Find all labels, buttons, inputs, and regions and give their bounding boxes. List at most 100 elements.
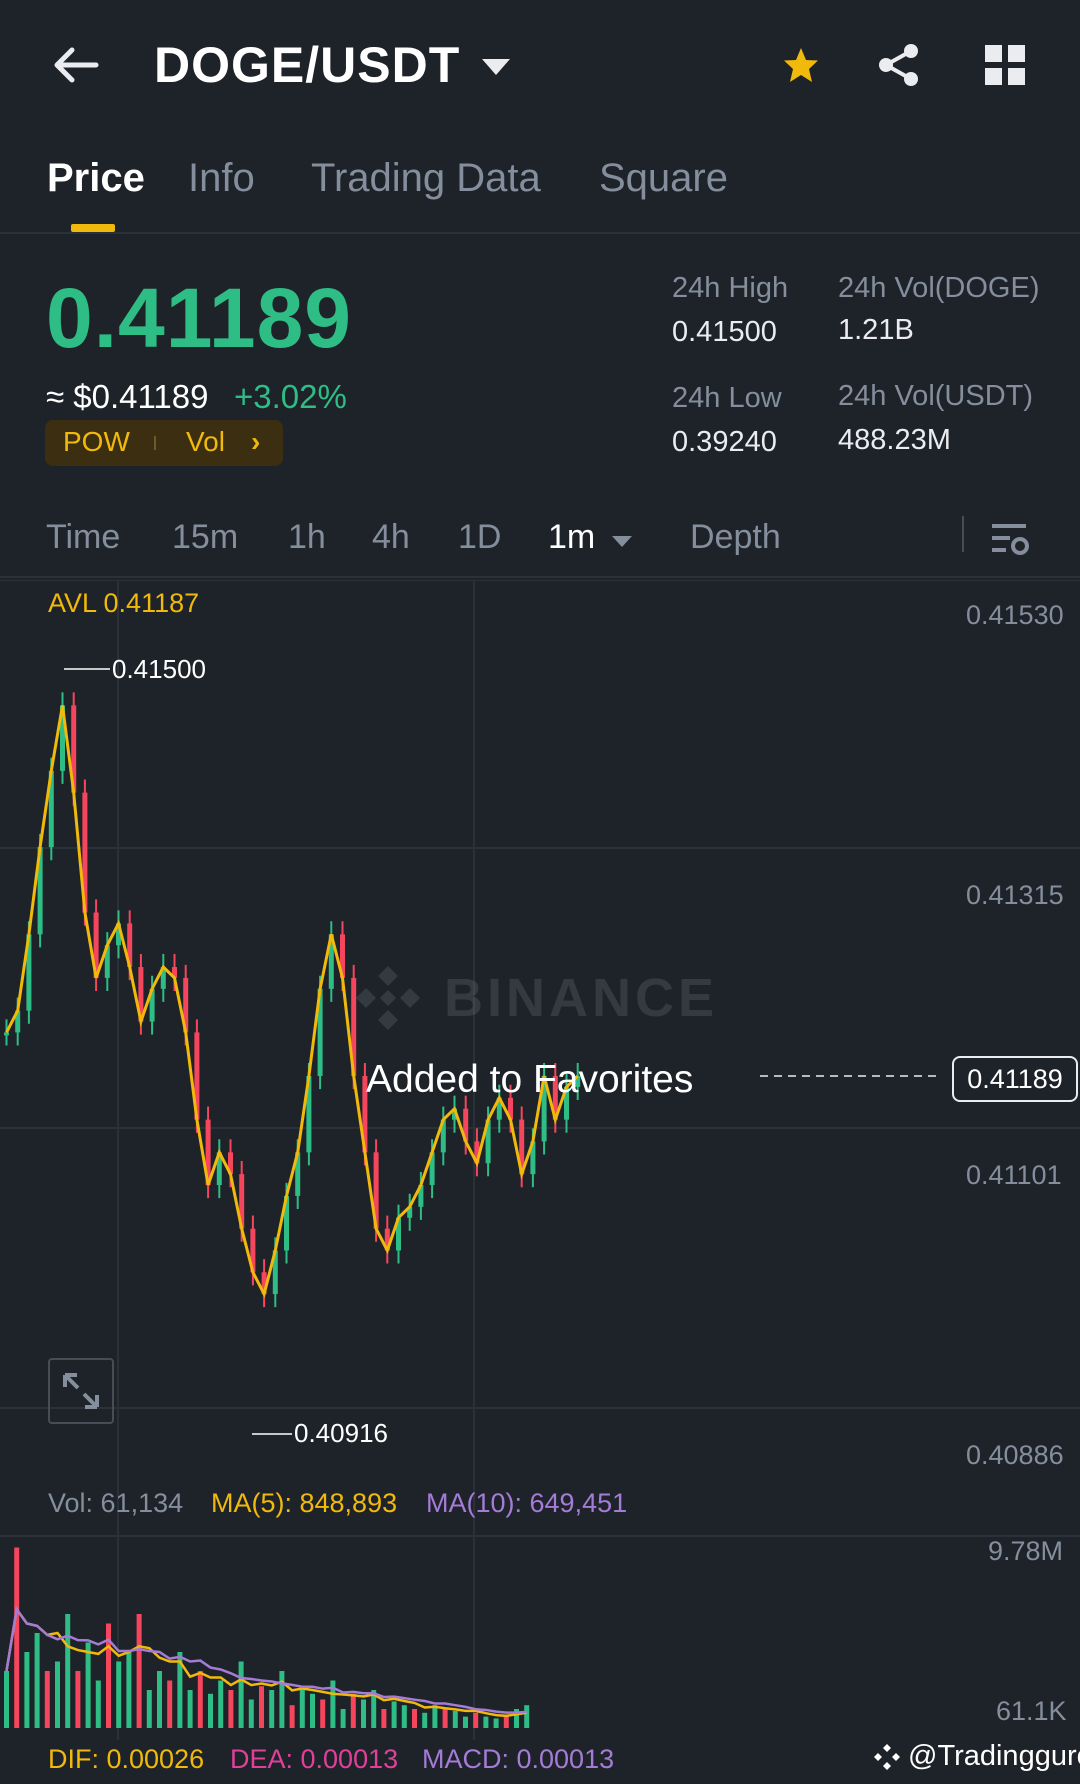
expand-icon (63, 1373, 99, 1409)
volume-bar (146, 1690, 152, 1728)
candle-body (508, 1097, 513, 1120)
coin-tags[interactable]: POW Vol › (45, 420, 283, 466)
volume-bar (44, 1671, 50, 1728)
low-value: 0.39240 (672, 426, 777, 458)
volume-bar (248, 1699, 254, 1728)
volume-bar (279, 1671, 285, 1728)
tf-1h[interactable]: 1h (288, 518, 326, 556)
volume-bar (126, 1652, 132, 1728)
tab-info[interactable]: Info (188, 156, 255, 200)
volume-bar (514, 1709, 519, 1728)
header: DOGE/USDT (0, 0, 1080, 130)
tf-1d[interactable]: 1D (458, 518, 502, 556)
pair-selector[interactable]: DOGE/USDT (154, 36, 511, 94)
candle-body (228, 1152, 233, 1175)
vol-usdt-label: 24h Vol(USDT) (838, 380, 1034, 412)
candle-body (205, 1119, 211, 1186)
candle-body (194, 1032, 200, 1120)
chart-settings-button[interactable] (982, 512, 1038, 568)
favorite-button[interactable] (768, 32, 834, 98)
candle-body (116, 923, 121, 946)
candle-body (564, 1086, 569, 1120)
binance-watermark: BINANCE (352, 962, 718, 1034)
candle-body (239, 1174, 245, 1229)
candle-body (37, 847, 43, 935)
volume-ma10: MA(10): 649,451 (426, 1488, 628, 1518)
share-icon (879, 44, 918, 86)
volume-bar (4, 1671, 9, 1728)
volume-bar (106, 1623, 111, 1728)
volume-bar (177, 1652, 183, 1728)
tab-trading-data[interactable]: Trading Data (311, 156, 541, 200)
volume-bar (503, 1714, 509, 1728)
volume-bar (493, 1718, 499, 1728)
volume-bar (442, 1709, 448, 1728)
volume-bar (422, 1712, 428, 1728)
volume-bar (391, 1701, 397, 1728)
toast-message: Added to Favorites (366, 1058, 694, 1101)
volume-axis-bottom: 61.1K (996, 1696, 1067, 1726)
volume-bar (412, 1709, 417, 1728)
price-chart[interactable] (0, 580, 1080, 1780)
tf-15m[interactable]: 15m (172, 518, 239, 556)
volume-value: Vol: 61,134 (48, 1488, 184, 1518)
candle-body (284, 1195, 289, 1251)
candle-body (71, 705, 77, 793)
volume-bar (381, 1709, 387, 1728)
candle-body (295, 1152, 301, 1196)
timeframe-bar: Time 15m 1h 4h 1D 1m Depth (0, 506, 1080, 578)
candle-body (317, 988, 323, 1077)
tab-square[interactable]: Square (599, 156, 728, 200)
tag-divider (154, 436, 156, 450)
candle-body (4, 1032, 9, 1036)
high-marker-label: 0.41500 (112, 654, 206, 684)
tf-depth[interactable]: Depth (690, 518, 781, 556)
volume-bar (361, 1699, 366, 1728)
caret-down-icon (612, 536, 632, 547)
vol-usdt-value: 488.23M (838, 424, 951, 456)
candle-body (519, 1119, 525, 1175)
share-button[interactable] (866, 32, 932, 98)
tf-time[interactable]: Time (46, 518, 121, 556)
high-value: 0.41500 (672, 316, 777, 348)
ma-line (5, 705, 579, 1299)
handle-text: @Tradingguro (908, 1740, 1080, 1772)
y-axis-label-2: 0.41315 (966, 880, 1064, 910)
candle-body (552, 1076, 558, 1120)
volume-bar (24, 1652, 30, 1728)
more-menu-button[interactable] (972, 32, 1038, 98)
candle-body (541, 1076, 547, 1142)
candle-body (306, 1076, 312, 1153)
candle-body (250, 1228, 256, 1273)
price-change: +3.02% (234, 378, 347, 415)
candle-body (149, 988, 155, 1022)
y-axis-label-1: 0.41530 (966, 600, 1064, 630)
volume-bar (269, 1690, 275, 1728)
candle-body (384, 1228, 390, 1251)
candle-body (26, 934, 32, 1011)
back-button[interactable] (40, 30, 110, 100)
candle-body (272, 1250, 278, 1295)
vol-doge-value: 1.21B (838, 314, 914, 346)
fullscreen-button[interactable] (48, 1358, 114, 1424)
creator-handle: @Tradingguro (872, 1740, 1080, 1773)
candle-body (340, 934, 345, 978)
volume-bar (95, 1680, 101, 1728)
volume-bar (259, 1686, 264, 1728)
candle-body (93, 912, 99, 978)
candle-body (429, 1152, 435, 1186)
back-arrow-icon (54, 47, 99, 83)
volume-axis-top: 9.78M (988, 1536, 1064, 1566)
low-label: 24h Low (672, 382, 782, 414)
volume-bar (228, 1690, 234, 1728)
tf-4h[interactable]: 4h (372, 518, 410, 556)
tf-1m[interactable]: 1m (548, 518, 596, 556)
vol-doge-label: 24h Vol(DOGE) (838, 272, 1040, 304)
volume-bar (85, 1642, 91, 1728)
last-price: 0.41189 (46, 271, 353, 365)
low-marker-label: 0.40916 (294, 1418, 388, 1448)
volume-bar (371, 1690, 377, 1728)
tab-price[interactable]: Price (47, 156, 145, 200)
divider (962, 516, 964, 552)
active-tab-indicator (71, 224, 115, 232)
